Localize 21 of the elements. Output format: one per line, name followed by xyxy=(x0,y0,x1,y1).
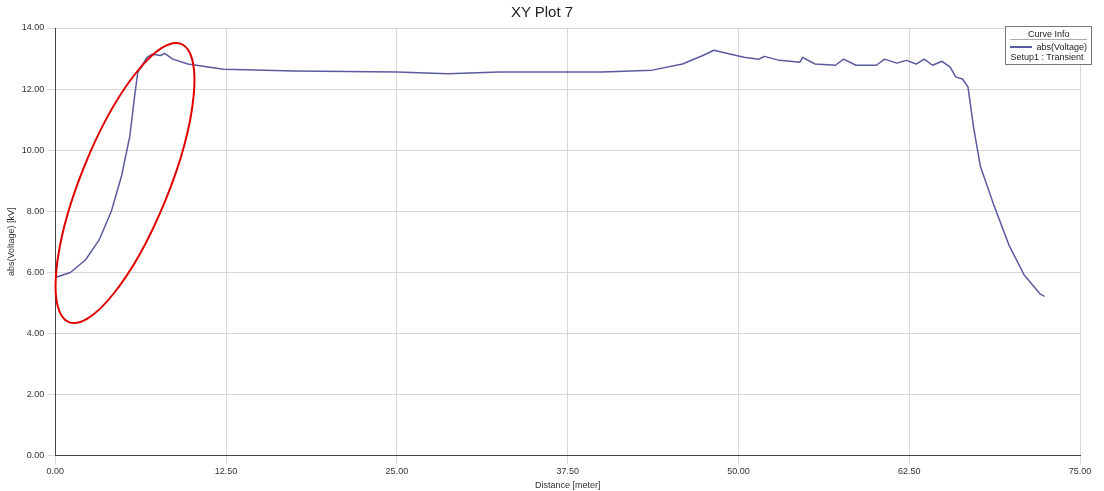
x-tick-label: 25.00 xyxy=(385,466,409,477)
x-tick-label: 62.50 xyxy=(897,466,921,477)
x-tick-label: 75.00 xyxy=(1068,466,1092,477)
x-tick-label: 12.50 xyxy=(214,466,238,477)
y-tick-label: 10.00 xyxy=(21,144,45,155)
y-tick-label: 0.00 xyxy=(26,449,45,460)
y-tick-label: 4.00 xyxy=(26,327,45,338)
legend-label: abs(Voltage) xyxy=(1036,42,1087,52)
y-tick-label: 6.00 xyxy=(26,266,45,277)
x-tick-label: 50.00 xyxy=(727,466,750,477)
chart-title: XY Plot 7 xyxy=(510,3,574,21)
y-axis-title: abs(Voltage) [kV] xyxy=(5,207,16,276)
x-axis-title: Distance [meter] xyxy=(534,480,601,491)
legend-title: Curve Info xyxy=(1010,29,1087,40)
y-tick-label: 8.00 xyxy=(26,205,45,216)
x-tick-label: 0.00 xyxy=(46,466,65,477)
annotation: Setup1 : Transient xyxy=(1010,52,1085,62)
x-tick-label: 37.50 xyxy=(556,466,579,477)
y-tick-label: 12.00 xyxy=(21,83,45,94)
y-tick-label: 14.00 xyxy=(21,22,45,33)
y-tick-label: 2.00 xyxy=(26,388,45,399)
